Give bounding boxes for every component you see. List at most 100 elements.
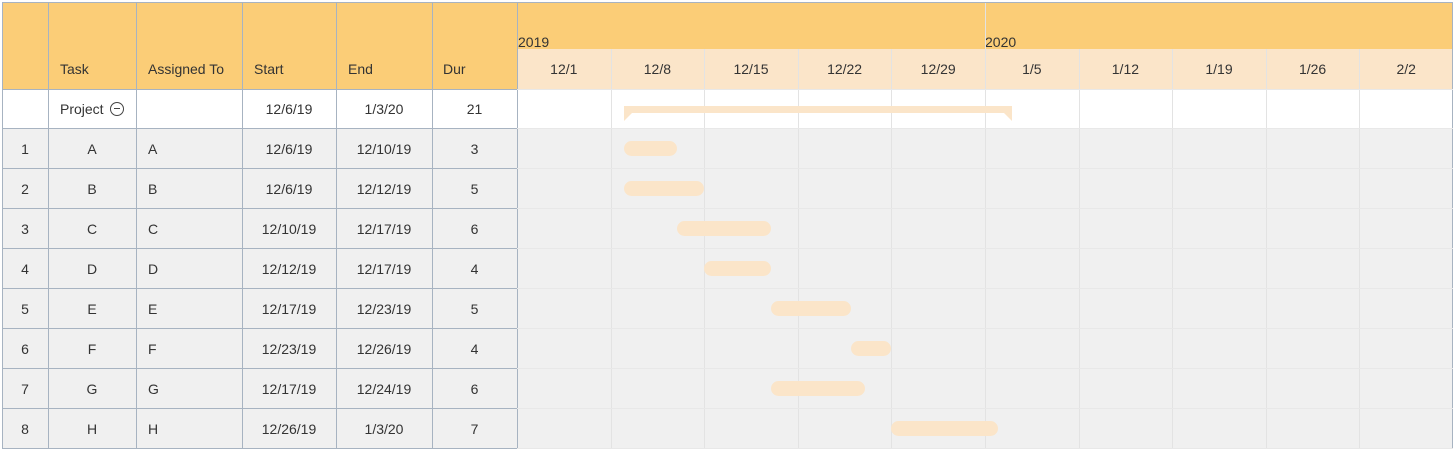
duration-cell[interactable]: 4 bbox=[470, 261, 479, 277]
assigned-to-cell[interactable]: H bbox=[148, 421, 159, 437]
start-cell[interactable]: 12/6/19 bbox=[265, 101, 313, 117]
end-cell[interactable]: 1/3/20 bbox=[364, 421, 404, 437]
task-cell[interactable]: G bbox=[86, 381, 98, 397]
task-bar[interactable] bbox=[677, 221, 772, 236]
column-header-task[interactable]: Task bbox=[60, 61, 89, 77]
start-cell[interactable]: 12/26/19 bbox=[261, 421, 317, 437]
week-label: 12/22 bbox=[827, 61, 863, 77]
column-header-assigned-to[interactable]: Assigned To bbox=[148, 61, 225, 77]
end-cell[interactable]: 12/26/19 bbox=[356, 341, 412, 357]
summary-bar-end bbox=[1003, 113, 1012, 121]
grid-line bbox=[797, 49, 799, 449]
week-label: 12/8 bbox=[643, 61, 672, 77]
week-label: 1/5 bbox=[1022, 61, 1042, 77]
task-cell[interactable]: F bbox=[87, 341, 97, 357]
task-bar[interactable] bbox=[623, 181, 705, 196]
assigned-to-cell[interactable]: E bbox=[148, 301, 158, 317]
duration-cell[interactable]: 3 bbox=[470, 141, 479, 157]
duration-cell[interactable]: 5 bbox=[470, 181, 479, 197]
collapse-icon[interactable] bbox=[109, 102, 124, 117]
column-header-start[interactable]: Start bbox=[254, 61, 284, 77]
task-bar[interactable] bbox=[771, 381, 865, 396]
row-number-cell[interactable]: 5 bbox=[21, 301, 29, 317]
row-number-cell[interactable]: 2 bbox=[21, 181, 29, 197]
assigned-to-cell[interactable]: D bbox=[148, 261, 159, 277]
grid-line bbox=[517, 368, 1453, 369]
grid-line bbox=[136, 2, 137, 449]
task-bar[interactable] bbox=[771, 301, 852, 316]
task-row[interactable]: 5 E E 12/17/19 12/23/19 5 bbox=[2, 289, 1453, 329]
start-cell[interactable]: 12/23/19 bbox=[261, 341, 317, 357]
week-label: 2/2 bbox=[1396, 61, 1416, 77]
week-label: 1/26 bbox=[1298, 61, 1327, 77]
task-bar[interactable] bbox=[851, 341, 892, 356]
task-cell[interactable]: D bbox=[86, 261, 98, 277]
column-header-end[interactable]: End bbox=[348, 61, 373, 77]
duration-cell[interactable]: 7 bbox=[470, 421, 479, 437]
task-bar[interactable] bbox=[891, 421, 999, 436]
end-cell[interactable]: 12/10/19 bbox=[356, 141, 412, 157]
duration-cell[interactable]: 5 bbox=[470, 301, 479, 317]
end-cell[interactable]: 12/24/19 bbox=[356, 381, 412, 397]
row-number-cell[interactable]: 6 bbox=[21, 341, 29, 357]
task-cell[interactable]: C bbox=[86, 221, 98, 237]
start-cell[interactable]: 12/17/19 bbox=[261, 301, 317, 317]
task-row[interactable]: 2 B B 12/6/19 12/12/19 5 bbox=[2, 169, 1453, 209]
grid-line bbox=[517, 408, 1453, 409]
end-cell[interactable]: 12/23/19 bbox=[356, 301, 412, 317]
start-cell[interactable]: 12/6/19 bbox=[265, 181, 313, 197]
year-label: 2020 bbox=[985, 34, 1017, 50]
row-number-cell[interactable]: 1 bbox=[21, 141, 29, 157]
grid-line bbox=[2, 128, 517, 129]
task-bar[interactable] bbox=[704, 261, 772, 276]
task-row[interactable]: 7 G G 12/17/19 12/24/19 6 bbox=[2, 369, 1453, 409]
row-number-cell[interactable]: 3 bbox=[21, 221, 29, 237]
task-cell[interactable]: H bbox=[86, 421, 98, 437]
grid-line bbox=[517, 328, 1453, 329]
task-cell[interactable]: B bbox=[87, 181, 97, 197]
task-bar[interactable] bbox=[623, 141, 678, 156]
task-row[interactable]: 6 F F 12/23/19 12/26/19 4 bbox=[2, 329, 1453, 369]
week-label: 12/1 bbox=[550, 61, 578, 77]
grid-line bbox=[242, 2, 243, 449]
assigned-to-cell[interactable]: G bbox=[148, 381, 159, 397]
end-cell[interactable]: 12/17/19 bbox=[356, 261, 412, 277]
duration-cell[interactable]: 6 bbox=[470, 221, 479, 237]
week-label: 1/12 bbox=[1111, 61, 1140, 77]
column-header-duration[interactable]: Dur bbox=[443, 61, 466, 77]
project-row[interactable]: Project 12/6/19 1/3/20 21 bbox=[2, 89, 1453, 129]
assigned-to-cell[interactable]: F bbox=[148, 341, 157, 357]
start-cell[interactable]: 12/17/19 bbox=[261, 381, 317, 397]
end-cell[interactable]: 1/3/20 bbox=[364, 101, 404, 117]
grid-line bbox=[704, 49, 706, 449]
start-cell[interactable]: 12/10/19 bbox=[261, 221, 317, 237]
grid-line bbox=[2, 328, 517, 329]
grid-line bbox=[610, 49, 612, 449]
row-number-cell[interactable]: 8 bbox=[21, 421, 29, 437]
row-number-cell[interactable]: 7 bbox=[21, 381, 29, 397]
grid-line bbox=[517, 208, 1453, 209]
grid-line bbox=[1452, 2, 1453, 449]
start-cell[interactable]: 12/12/19 bbox=[261, 261, 317, 277]
project-name: Project bbox=[60, 101, 104, 117]
row-number-cell[interactable]: 4 bbox=[21, 261, 29, 277]
assigned-to-cell[interactable]: A bbox=[148, 141, 158, 157]
start-cell[interactable]: 12/6/19 bbox=[265, 141, 313, 157]
task-row[interactable]: 8 H H 12/26/19 1/3/20 7 bbox=[2, 409, 1453, 449]
project-name-cell[interactable]: Project bbox=[60, 89, 136, 129]
project-summary-bar[interactable] bbox=[623, 106, 1012, 113]
grid-line bbox=[517, 168, 1453, 169]
end-cell[interactable]: 12/12/19 bbox=[356, 181, 412, 197]
grid-line bbox=[2, 168, 517, 169]
end-cell[interactable]: 12/17/19 bbox=[356, 221, 412, 237]
assigned-to-cell[interactable]: B bbox=[148, 181, 158, 197]
task-cell[interactable]: A bbox=[87, 141, 97, 157]
assigned-to-cell[interactable]: C bbox=[148, 221, 159, 237]
task-row[interactable]: 1 A A 12/6/19 12/10/19 3 bbox=[2, 129, 1453, 169]
summary-bar-end bbox=[623, 113, 632, 121]
grid-line bbox=[1359, 49, 1361, 449]
task-cell[interactable]: E bbox=[87, 301, 97, 317]
duration-cell[interactable]: 6 bbox=[470, 381, 479, 397]
duration-cell[interactable]: 21 bbox=[466, 101, 483, 117]
duration-cell[interactable]: 4 bbox=[470, 341, 479, 357]
